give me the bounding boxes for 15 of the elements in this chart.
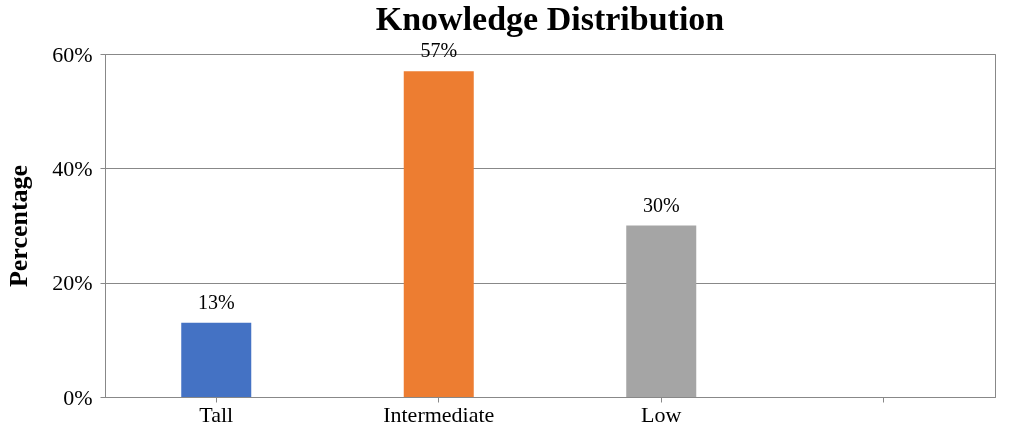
chart-title: Knowledge Distribution — [375, 0, 725, 38]
data-label: 30% — [642, 193, 680, 216]
x-tick-label: Intermediate — [383, 401, 495, 427]
y-tick-label: 40% — [52, 155, 93, 181]
bar — [626, 225, 697, 397]
x-tick-label: Tall — [199, 401, 234, 427]
y-axis-title: Percentage — [4, 164, 34, 288]
data-label: 13% — [197, 290, 235, 313]
data-label: 57% — [420, 39, 458, 62]
y-tick-label: 20% — [52, 270, 93, 296]
x-tick-label: Low — [641, 401, 682, 427]
bar — [403, 71, 474, 397]
bar — [181, 322, 252, 397]
y-tick-label: 0% — [63, 384, 93, 410]
y-tick-label: 60% — [52, 41, 93, 67]
